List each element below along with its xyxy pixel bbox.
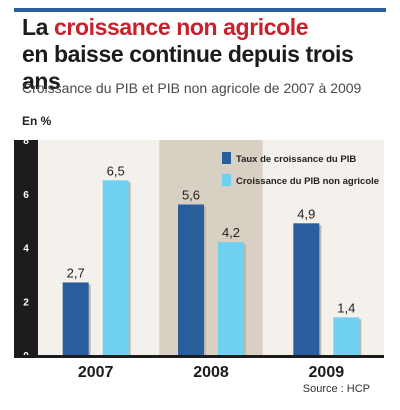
x-tick-label: 2007 xyxy=(78,364,114,381)
source-note: Source : HCP xyxy=(302,383,370,395)
data-label: 1,4 xyxy=(337,300,355,315)
y-axis-bar xyxy=(14,140,38,358)
title-part1: La xyxy=(22,14,55,40)
data-label: 4,9 xyxy=(297,206,315,221)
legend-label: Taux de croissance du PIB xyxy=(236,154,356,165)
data-label: 2,7 xyxy=(67,265,85,280)
data-label: 6,5 xyxy=(107,163,125,178)
x-tick-label: 2008 xyxy=(193,364,229,381)
unit-label: En % xyxy=(22,114,52,128)
data-label: 5,6 xyxy=(182,188,200,203)
chart-title: La croissance non agricole en baisse con… xyxy=(22,14,392,95)
top-rule xyxy=(14,8,386,12)
chart-subtitle: Croissance du PIB et PIB non agricole de… xyxy=(22,80,362,96)
y-tick-label: 2 xyxy=(23,297,29,308)
bar xyxy=(293,223,320,355)
title-part2: en baisse continue depuis trois ans xyxy=(22,41,354,94)
legend-swatch xyxy=(222,152,231,164)
bar xyxy=(62,282,89,355)
y-tick-label: 8 xyxy=(23,136,29,147)
bar xyxy=(218,242,244,355)
bar xyxy=(178,204,204,355)
legend-swatch xyxy=(222,174,231,186)
y-tick-label: 4 xyxy=(23,244,29,255)
bar xyxy=(102,180,129,355)
title-highlight: croissance non agricole xyxy=(54,14,309,40)
x-tick-label: 2009 xyxy=(309,364,345,381)
legend-label: Croissance du PIB non agricole xyxy=(236,176,379,187)
y-tick-label: 6 xyxy=(23,190,29,201)
data-label: 4,2 xyxy=(222,225,240,240)
x-axis-line xyxy=(14,355,384,358)
highlight-band xyxy=(159,140,263,355)
bar xyxy=(333,317,360,355)
